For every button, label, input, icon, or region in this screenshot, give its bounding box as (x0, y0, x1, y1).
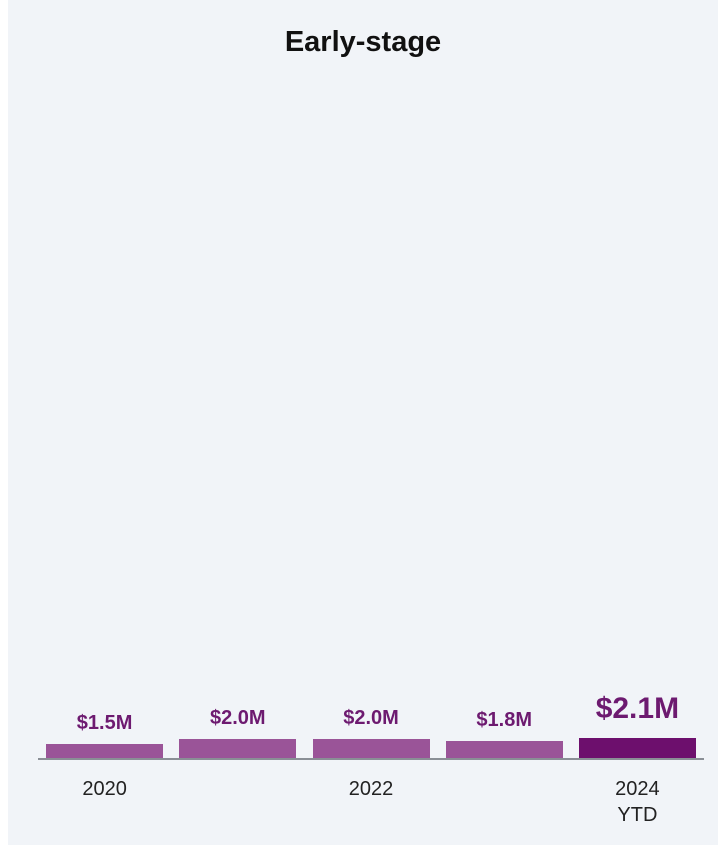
data-label: $1.8M (476, 709, 532, 732)
data-label: $2.1M (595, 692, 680, 726)
bar (445, 741, 563, 758)
bar (312, 739, 430, 758)
chart-title: Early-stage (284, 26, 442, 58)
x-tick-label: 2020 (82, 778, 127, 800)
bar (179, 739, 297, 758)
x-tick-label: 2024 YTD (615, 778, 660, 826)
bar (46, 744, 164, 758)
bar (578, 738, 696, 758)
data-label: $1.5M (76, 712, 133, 735)
data-label: $2.0M (210, 707, 266, 730)
x-axis-line (38, 758, 704, 760)
x-tick-label: 2022 (348, 778, 394, 800)
data-label: $2.0M (343, 707, 399, 730)
chart: Early-stage $1.5M 2020 $2.0M $2.0M 2022 $1.8M… (8, 0, 718, 845)
